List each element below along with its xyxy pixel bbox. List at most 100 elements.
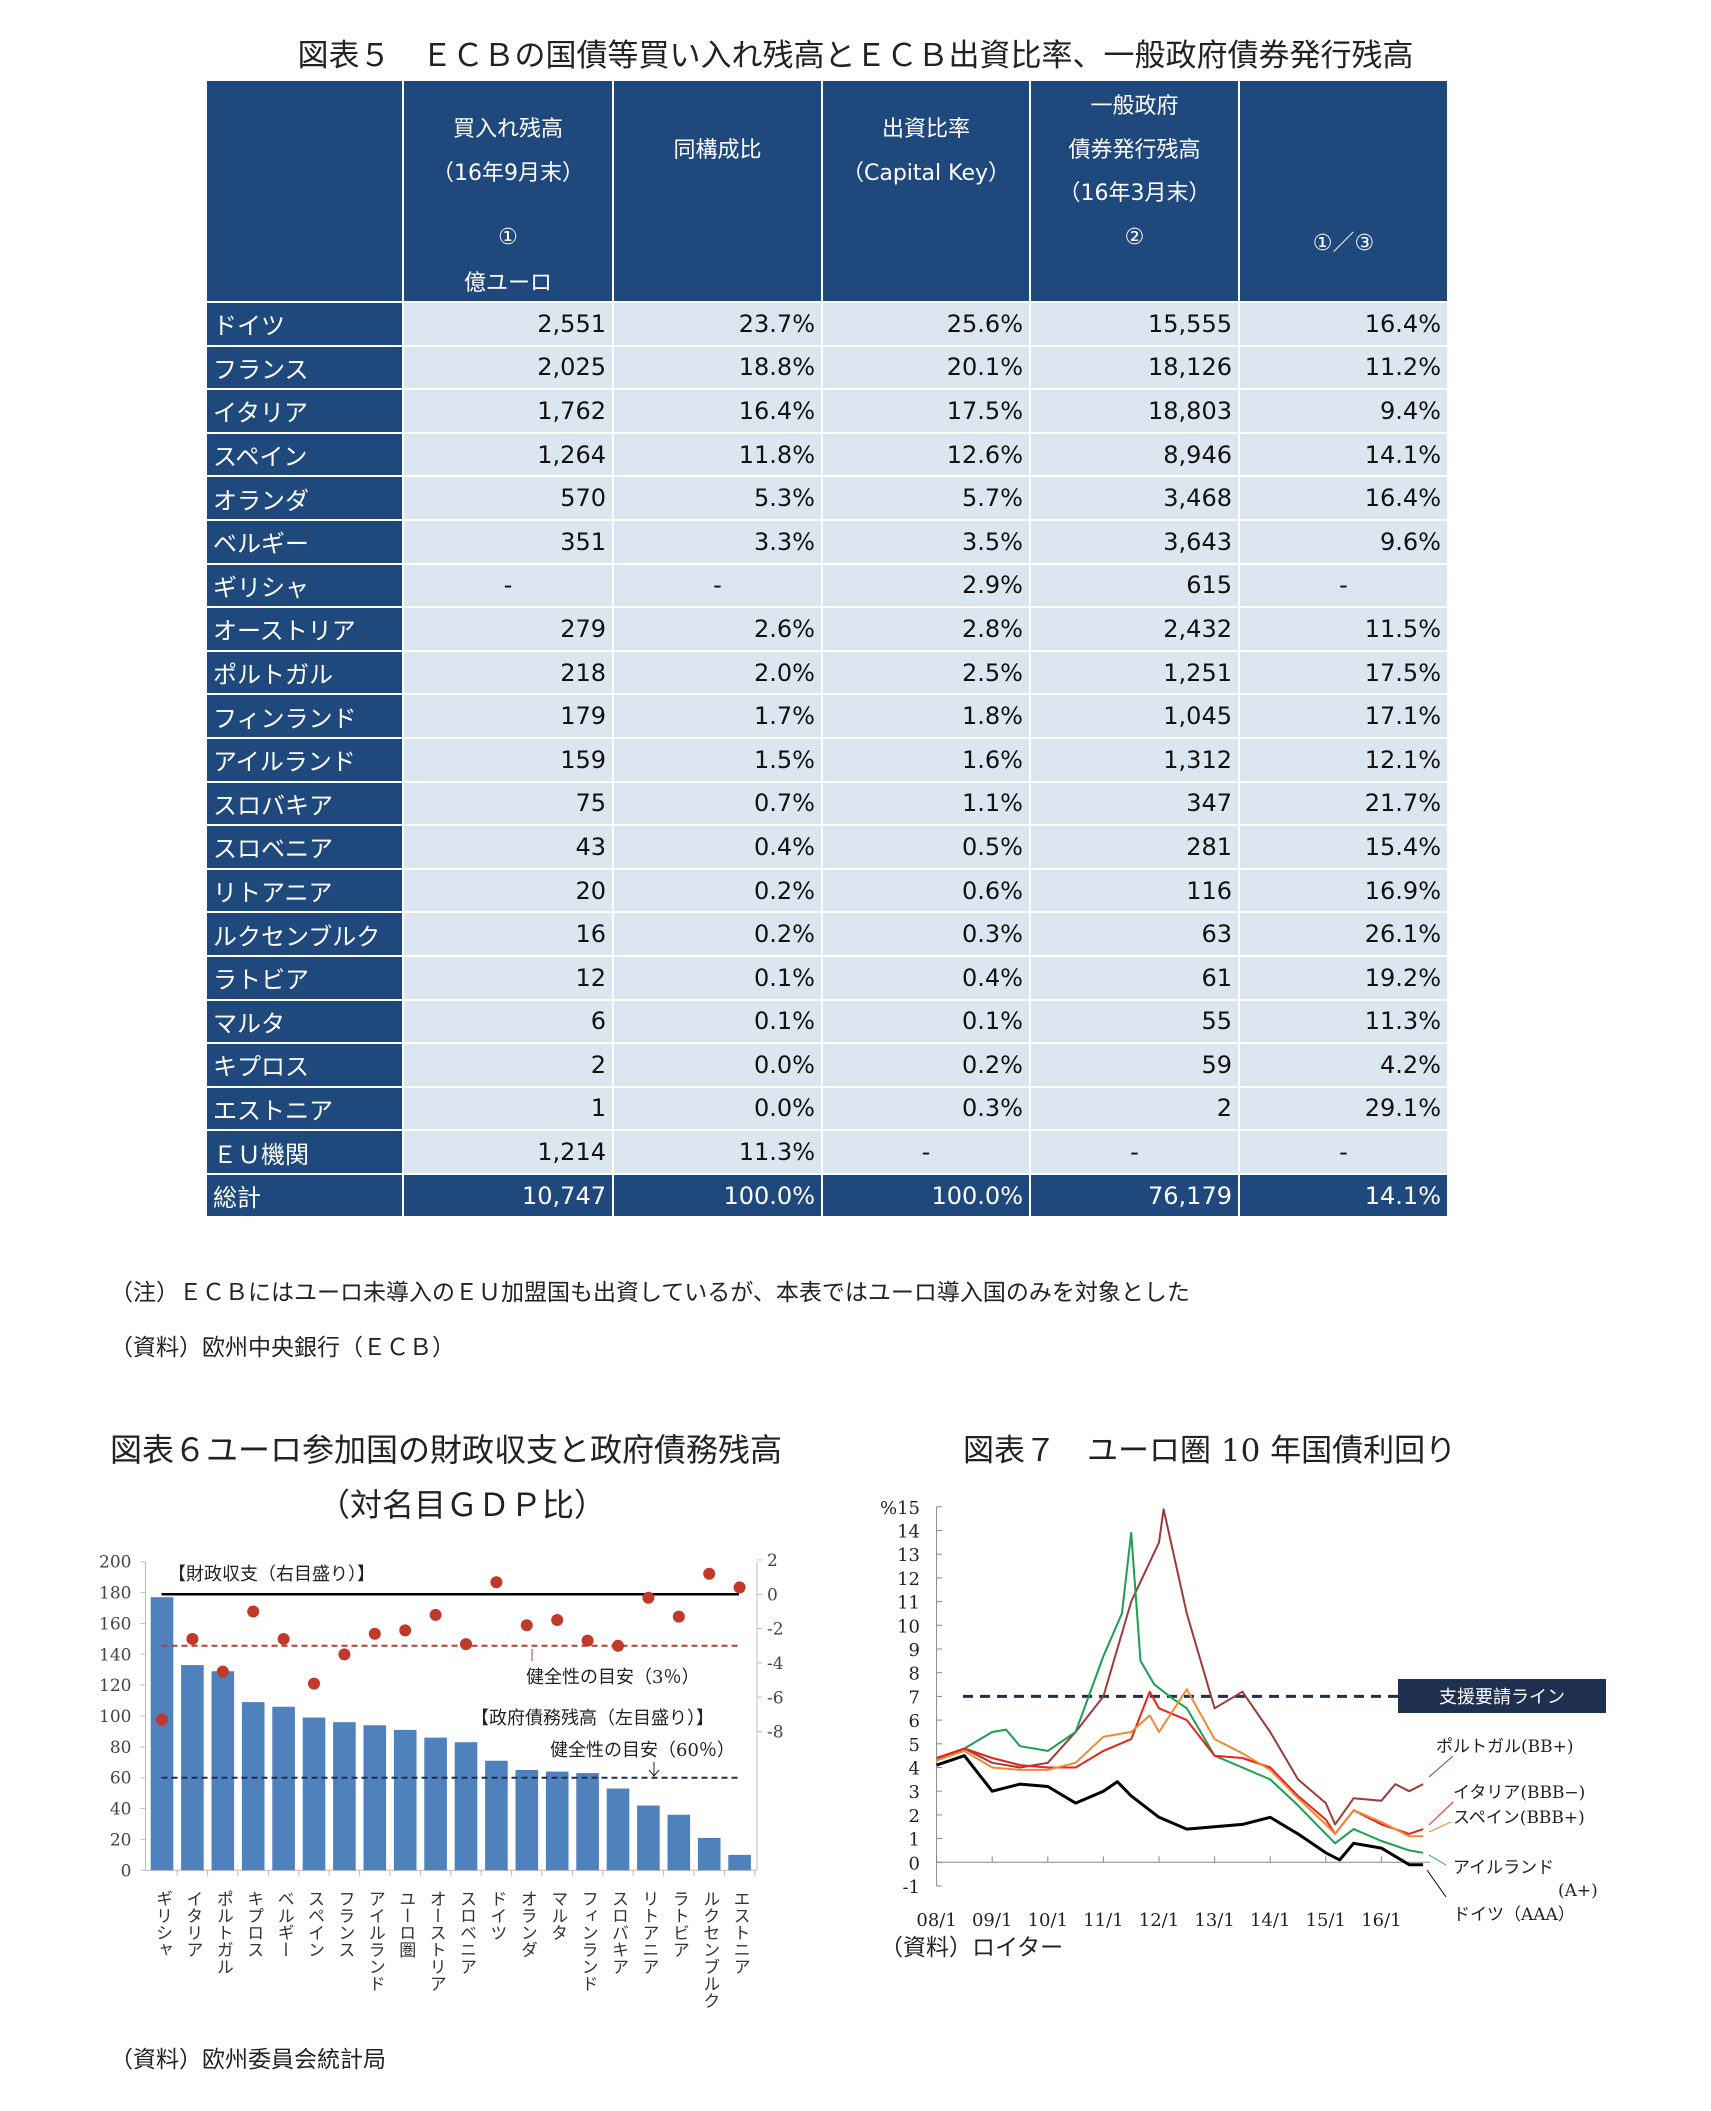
value-cell: 55 [1029,998,1240,1045]
value-cell: 0.2% [612,911,823,957]
fig5-source: （資料）欧州中央銀行（ＥＣＢ） [110,1335,455,1361]
right-tick-label: 2 [767,1551,778,1571]
table-row: エストニア 1 0.0% 0.3% 2 29.1% [205,1085,1449,1132]
value-cell: 17.5% [1238,649,1449,696]
country-cell: エストニア [205,1085,404,1132]
value-cell: 17.5% [821,388,1031,434]
country-cell: ポルトガル [205,649,404,696]
header-text: （Capital Key） [841,161,1011,186]
category-label: スペイン [304,1890,324,1958]
country-cell: ラトビア [205,954,404,1001]
value-cell: 18,803 [1029,388,1240,434]
country-cell: ベルギー [205,518,404,565]
table-row: アイルランド 159 1.5% 1.6% 1,312 12.1% [205,736,1449,783]
series-label: ドイツ（AAA） [1453,1905,1575,1925]
value-cell: 9.4% [1238,388,1449,434]
y-tick-label: 9 [909,1640,920,1661]
debt-bar [545,1771,569,1871]
category-label: フランス [334,1890,354,1958]
value-cell: 2,025 [402,344,614,391]
value-cell: - [1238,562,1449,609]
yield-line [936,1754,1424,1867]
value-cell: - [612,562,823,609]
y-tick-label: 1 [909,1830,920,1851]
header-capital-key: 出資比率 （Capital Key） [821,79,1031,303]
value-cell: 0.2% [612,867,823,914]
debt-bar [667,1814,691,1871]
debt-bar [515,1770,539,1871]
value-cell: 0.7% [612,780,823,827]
debt-bar [697,1837,721,1871]
value-cell: 14.1% [1238,431,1449,478]
left-tick-label: 200 [99,1553,131,1573]
value-cell: 281 [1029,824,1240,870]
left-tick-label: 0 [121,1861,132,1881]
value-cell: 15.4% [1238,824,1449,870]
table-row: リトアニア 20 0.2% 0.6% 116 16.9% [205,867,1449,914]
right-tick-label: 0 [767,1585,778,1605]
country-cell: ギリシャ [205,562,404,609]
x-tick-label: 11/1 [1083,1910,1123,1931]
arrow-icon [1428,1821,1452,1833]
debt-bar [181,1665,204,1871]
category-label: ドイツ [486,1890,506,1941]
fig5-title: 図表５ ＥＣＢの国債等買い入れ残高とＥＣＢ出資比率、一般政府債券発行残高 [297,38,1414,74]
balance-dot [308,1677,320,1690]
left-tick-label: 180 [99,1584,131,1604]
category-label: ユーロ圏 [395,1890,415,1958]
value-cell: 1,312 [1029,736,1240,783]
category-label: ベルギー [274,1890,294,1958]
value-cell: 2.6% [612,606,823,652]
value-cell: 21.7% [1238,780,1449,827]
value-cell: 5.3% [612,475,823,521]
value-cell: 63 [1029,911,1240,957]
table-row: ルクセンブルク 16 0.2% 0.3% 63 26.1% [205,911,1449,957]
y-tick-label: 11 [897,1593,920,1614]
debt-bar [485,1760,508,1871]
y-tick-label: 7 [909,1687,920,1708]
y-tick-label: -1 [902,1877,920,1898]
value-cell: 1.6% [821,736,1031,783]
left-tick-label: 140 [99,1645,131,1665]
value-cell: 11.8% [612,431,823,478]
value-cell: 1,045 [1029,693,1240,739]
value-cell: 2.9% [821,562,1031,609]
value-cell: 0.3% [821,911,1031,957]
value-cell: 9.6% [1238,518,1449,565]
fig6-title: 図表６ユーロ参加国の財政収支と政府債務残高 [110,1431,783,1469]
header-text: ①／③ [1312,231,1375,256]
value-cell: 61 [1029,954,1240,1001]
value-cell: 2.0% [612,649,823,696]
fig6-source: （資料）欧州委員会統計局 [110,2047,386,2073]
x-tick-label: 12/1 [1139,1910,1179,1931]
table-row: ＥＵ機関 1,214 11.3% - - - [205,1129,1449,1175]
header-text: ① [498,225,518,250]
value-cell: - [1238,1129,1449,1175]
value-cell: 12 [402,954,614,1001]
country-cell: リトアニア [205,867,404,914]
aid-request-box [1398,1679,1606,1713]
value-cell: 1.1% [821,780,1031,827]
x-tick-label: 14/1 [1250,1910,1290,1931]
value-cell: 26.1% [1238,911,1449,957]
country-cell: マルタ [205,998,404,1045]
balance-dot [338,1648,351,1661]
value-cell: 15,555 [1029,301,1240,347]
debt-bar [424,1737,447,1871]
country-cell: ドイツ [205,301,404,347]
value-cell: 16.4% [1238,301,1449,347]
value-cell: 100.0% [612,1172,823,1219]
series-label: アイルランド [1453,1858,1554,1878]
balance-dot [733,1581,746,1594]
header-text: 出資比率 [881,117,970,142]
value-cell: 6 [402,998,614,1045]
y-tick-label: 4 [909,1759,920,1780]
debt-bar [576,1773,599,1871]
table-row: スロバキア 75 0.7% 1.1% 347 21.7% [205,780,1449,827]
debt-bar [241,1702,265,1871]
table-row: マルタ 6 0.1% 0.1% 55 11.3% [205,998,1449,1045]
value-cell: 351 [402,518,614,565]
value-cell: 19.2% [1238,954,1449,1001]
